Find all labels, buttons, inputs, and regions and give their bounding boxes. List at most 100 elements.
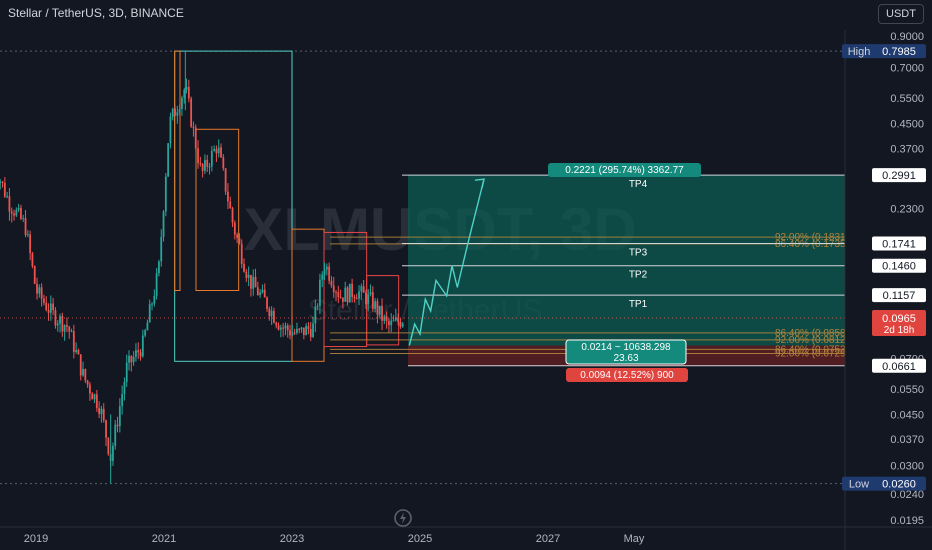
candle-body (20, 207, 22, 219)
candle-body (151, 303, 153, 305)
candle-body (215, 148, 218, 154)
time-tick-label: 2025 (408, 533, 432, 545)
candle-body (256, 287, 259, 296)
candle-body (176, 112, 179, 116)
candle-body (174, 108, 176, 116)
candle-body (302, 327, 305, 336)
candle-body (217, 147, 220, 154)
candle-body (233, 222, 236, 235)
candle-body (144, 330, 147, 336)
candle-body (194, 127, 197, 149)
candle-body (383, 316, 386, 321)
candle-body (6, 196, 9, 198)
fib-label: 86.40% (0.0858) (775, 328, 849, 339)
price-tick-label: 0.2300 (890, 203, 924, 215)
candle-body (342, 297, 344, 302)
level-tag-bg (872, 358, 926, 373)
candle-body (348, 283, 351, 303)
candle-body (45, 302, 48, 311)
candle-body (155, 273, 158, 296)
level-tag-text: 0.2991 (882, 170, 916, 182)
candle-body (187, 86, 190, 99)
candle-body (24, 218, 27, 236)
tp-label: TP4 (629, 179, 648, 190)
candle-body (167, 143, 170, 177)
candle-body (321, 274, 324, 280)
candle-body (10, 211, 13, 214)
box-orange-2 (195, 128, 240, 291)
candle-body (162, 211, 165, 238)
candle-body (36, 283, 38, 294)
candle-body (61, 315, 64, 332)
candle-body (139, 352, 142, 357)
candle-body (70, 331, 73, 333)
price-tick-label: 0.7000 (890, 63, 924, 75)
target-label: 0.2221 (295.74%) 3362.77 (548, 163, 701, 177)
candle-body (385, 316, 388, 322)
candle-body (77, 349, 80, 355)
candle-body (91, 393, 94, 400)
candle-body (52, 303, 55, 311)
candle-body (15, 209, 18, 216)
price-tick-label: 0.5500 (890, 93, 924, 105)
candle-body (84, 369, 87, 381)
candle-body (243, 263, 245, 272)
symbol-title: Stellar / TetherUS, 3D, BINANCE (8, 6, 184, 20)
current-price-tag-bg (872, 310, 926, 337)
level-tag-text: 0.1460 (882, 261, 916, 273)
candle-body (355, 298, 358, 300)
target-label-bg (548, 163, 701, 177)
candle-body (401, 323, 404, 327)
level-tag-bg (872, 236, 926, 251)
low-value-tag-text: 0.0260 (882, 479, 916, 491)
fib-label: 92.00% (0.0812) (775, 335, 849, 346)
candle-body (130, 355, 133, 363)
candle-body (335, 292, 337, 294)
candle-body (323, 269, 326, 275)
level-tag-bg (872, 168, 926, 183)
candle-body (254, 276, 257, 288)
position-center-label-text: 0.0214 ~ 10638.298 (581, 342, 671, 353)
candle-body (353, 296, 356, 299)
candle-body (171, 108, 174, 117)
high-value-tag-bg (872, 44, 926, 59)
stop-label-bg (566, 368, 688, 382)
position-center-label-text: 23.63 (613, 353, 638, 364)
candle-body (153, 295, 156, 304)
projection-path (408, 178, 485, 346)
level-tag-text: 0.1157 (883, 290, 916, 302)
candle-body (268, 308, 271, 317)
candle-body (132, 356, 135, 363)
candle-body (40, 287, 43, 299)
candle-body (351, 283, 354, 297)
candle-body (220, 147, 222, 158)
candle-body (305, 326, 308, 336)
low-value-tag: 0.0260 (872, 476, 926, 491)
price-tick-label: 0.3700 (890, 143, 924, 155)
candle-body (394, 317, 397, 321)
candle-body (279, 327, 282, 330)
currency-button[interactable]: USDT (878, 4, 924, 24)
time-tick-label: 2021 (152, 533, 176, 545)
candle-body (250, 274, 252, 289)
candle-body (312, 323, 314, 338)
fib-label: 86.40% (0.1735) (775, 239, 849, 250)
candle-body (160, 237, 163, 262)
candle-body (344, 287, 347, 302)
price-axis-bg (845, 0, 932, 550)
candle-body (29, 234, 32, 254)
candle-body (100, 408, 103, 414)
candle-body (339, 297, 342, 299)
candle-body (270, 310, 273, 317)
candle-body (107, 437, 110, 455)
price-tick-label: 0.9000 (890, 31, 924, 43)
candle-body (181, 97, 183, 110)
candle-body (169, 116, 172, 144)
candle-body (95, 394, 98, 408)
candle-body (236, 234, 239, 238)
candle-body (178, 109, 181, 113)
candle-body (213, 148, 216, 151)
candle-body (206, 159, 209, 167)
